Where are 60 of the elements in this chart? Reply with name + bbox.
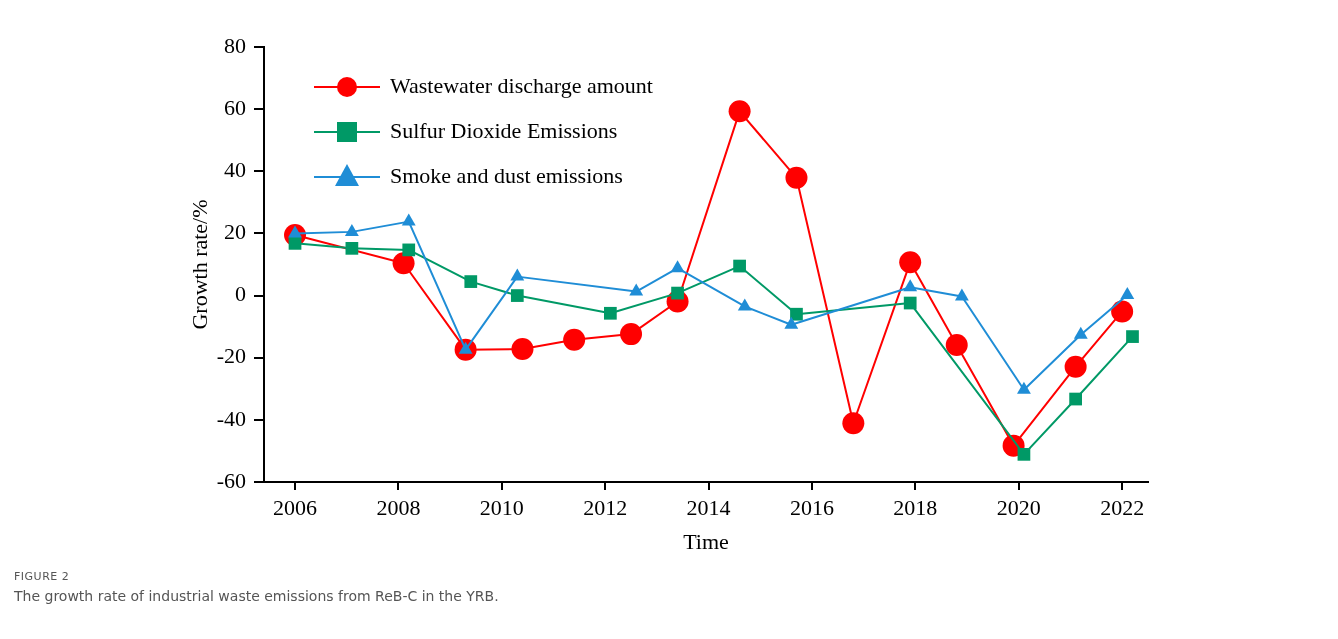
x-axis-title: Time — [683, 528, 729, 554]
x-tick-label: 2006 — [273, 494, 318, 520]
point — [1073, 326, 1088, 339]
y-tick-label: -40 — [216, 405, 246, 431]
text: The growth rate of industrial waste emissions from ReB-C in the YRB. — [14, 588, 499, 604]
y-axis-title: Growth rate/% — [186, 199, 212, 330]
point — [1111, 300, 1134, 323]
x-tick-label: 2022 — [1100, 494, 1145, 520]
point — [401, 213, 416, 226]
legend-label: Smoke and dust emissions — [390, 162, 623, 188]
point — [784, 316, 799, 329]
y-tick-label: 60 — [224, 94, 246, 120]
legend-label: Wastewater discharge amount — [390, 72, 653, 98]
point — [629, 283, 644, 296]
point — [464, 275, 478, 288]
point — [563, 328, 586, 351]
point — [790, 307, 803, 321]
point — [670, 260, 685, 273]
point — [1017, 381, 1031, 394]
legend-label: Sulfur Dioxide Emissions — [390, 117, 618, 143]
point — [620, 323, 643, 346]
point — [288, 237, 302, 250]
point — [345, 241, 359, 255]
point — [510, 268, 525, 281]
y-tick-label: 20 — [224, 219, 246, 245]
y-tick-label: 80 — [224, 32, 246, 58]
point — [1120, 286, 1135, 299]
y-tick-label: 40 — [224, 157, 246, 183]
point — [785, 166, 808, 189]
point — [1064, 355, 1087, 378]
point — [842, 412, 865, 435]
point — [728, 100, 751, 123]
point — [903, 296, 917, 310]
point — [945, 333, 968, 356]
y-tick-label: -20 — [216, 343, 246, 369]
point — [604, 306, 617, 320]
point — [1017, 447, 1031, 461]
x-tick-label: 2012 — [583, 494, 628, 520]
y-tick-label: 0 — [235, 281, 246, 307]
point — [1069, 392, 1082, 406]
point — [733, 259, 746, 273]
point — [671, 286, 684, 300]
point — [344, 223, 359, 236]
x-tick-label: 2010 — [479, 494, 524, 520]
point — [392, 252, 415, 275]
x-tick-label: 2018 — [893, 494, 938, 520]
point — [1126, 330, 1139, 343]
point — [737, 298, 752, 311]
point — [510, 289, 524, 302]
x-tick-label: 2008 — [376, 494, 421, 520]
point — [903, 279, 918, 292]
caption: FIGURE 2 — [14, 570, 70, 583]
x-tick-label: 2020 — [996, 494, 1041, 520]
point — [402, 243, 416, 257]
x-tick-label: 2014 — [686, 494, 731, 520]
y-tick-label: -60 — [216, 467, 246, 493]
point — [954, 288, 969, 301]
x-tick-label: 2016 — [789, 494, 834, 520]
point — [899, 251, 922, 274]
point — [511, 338, 534, 361]
